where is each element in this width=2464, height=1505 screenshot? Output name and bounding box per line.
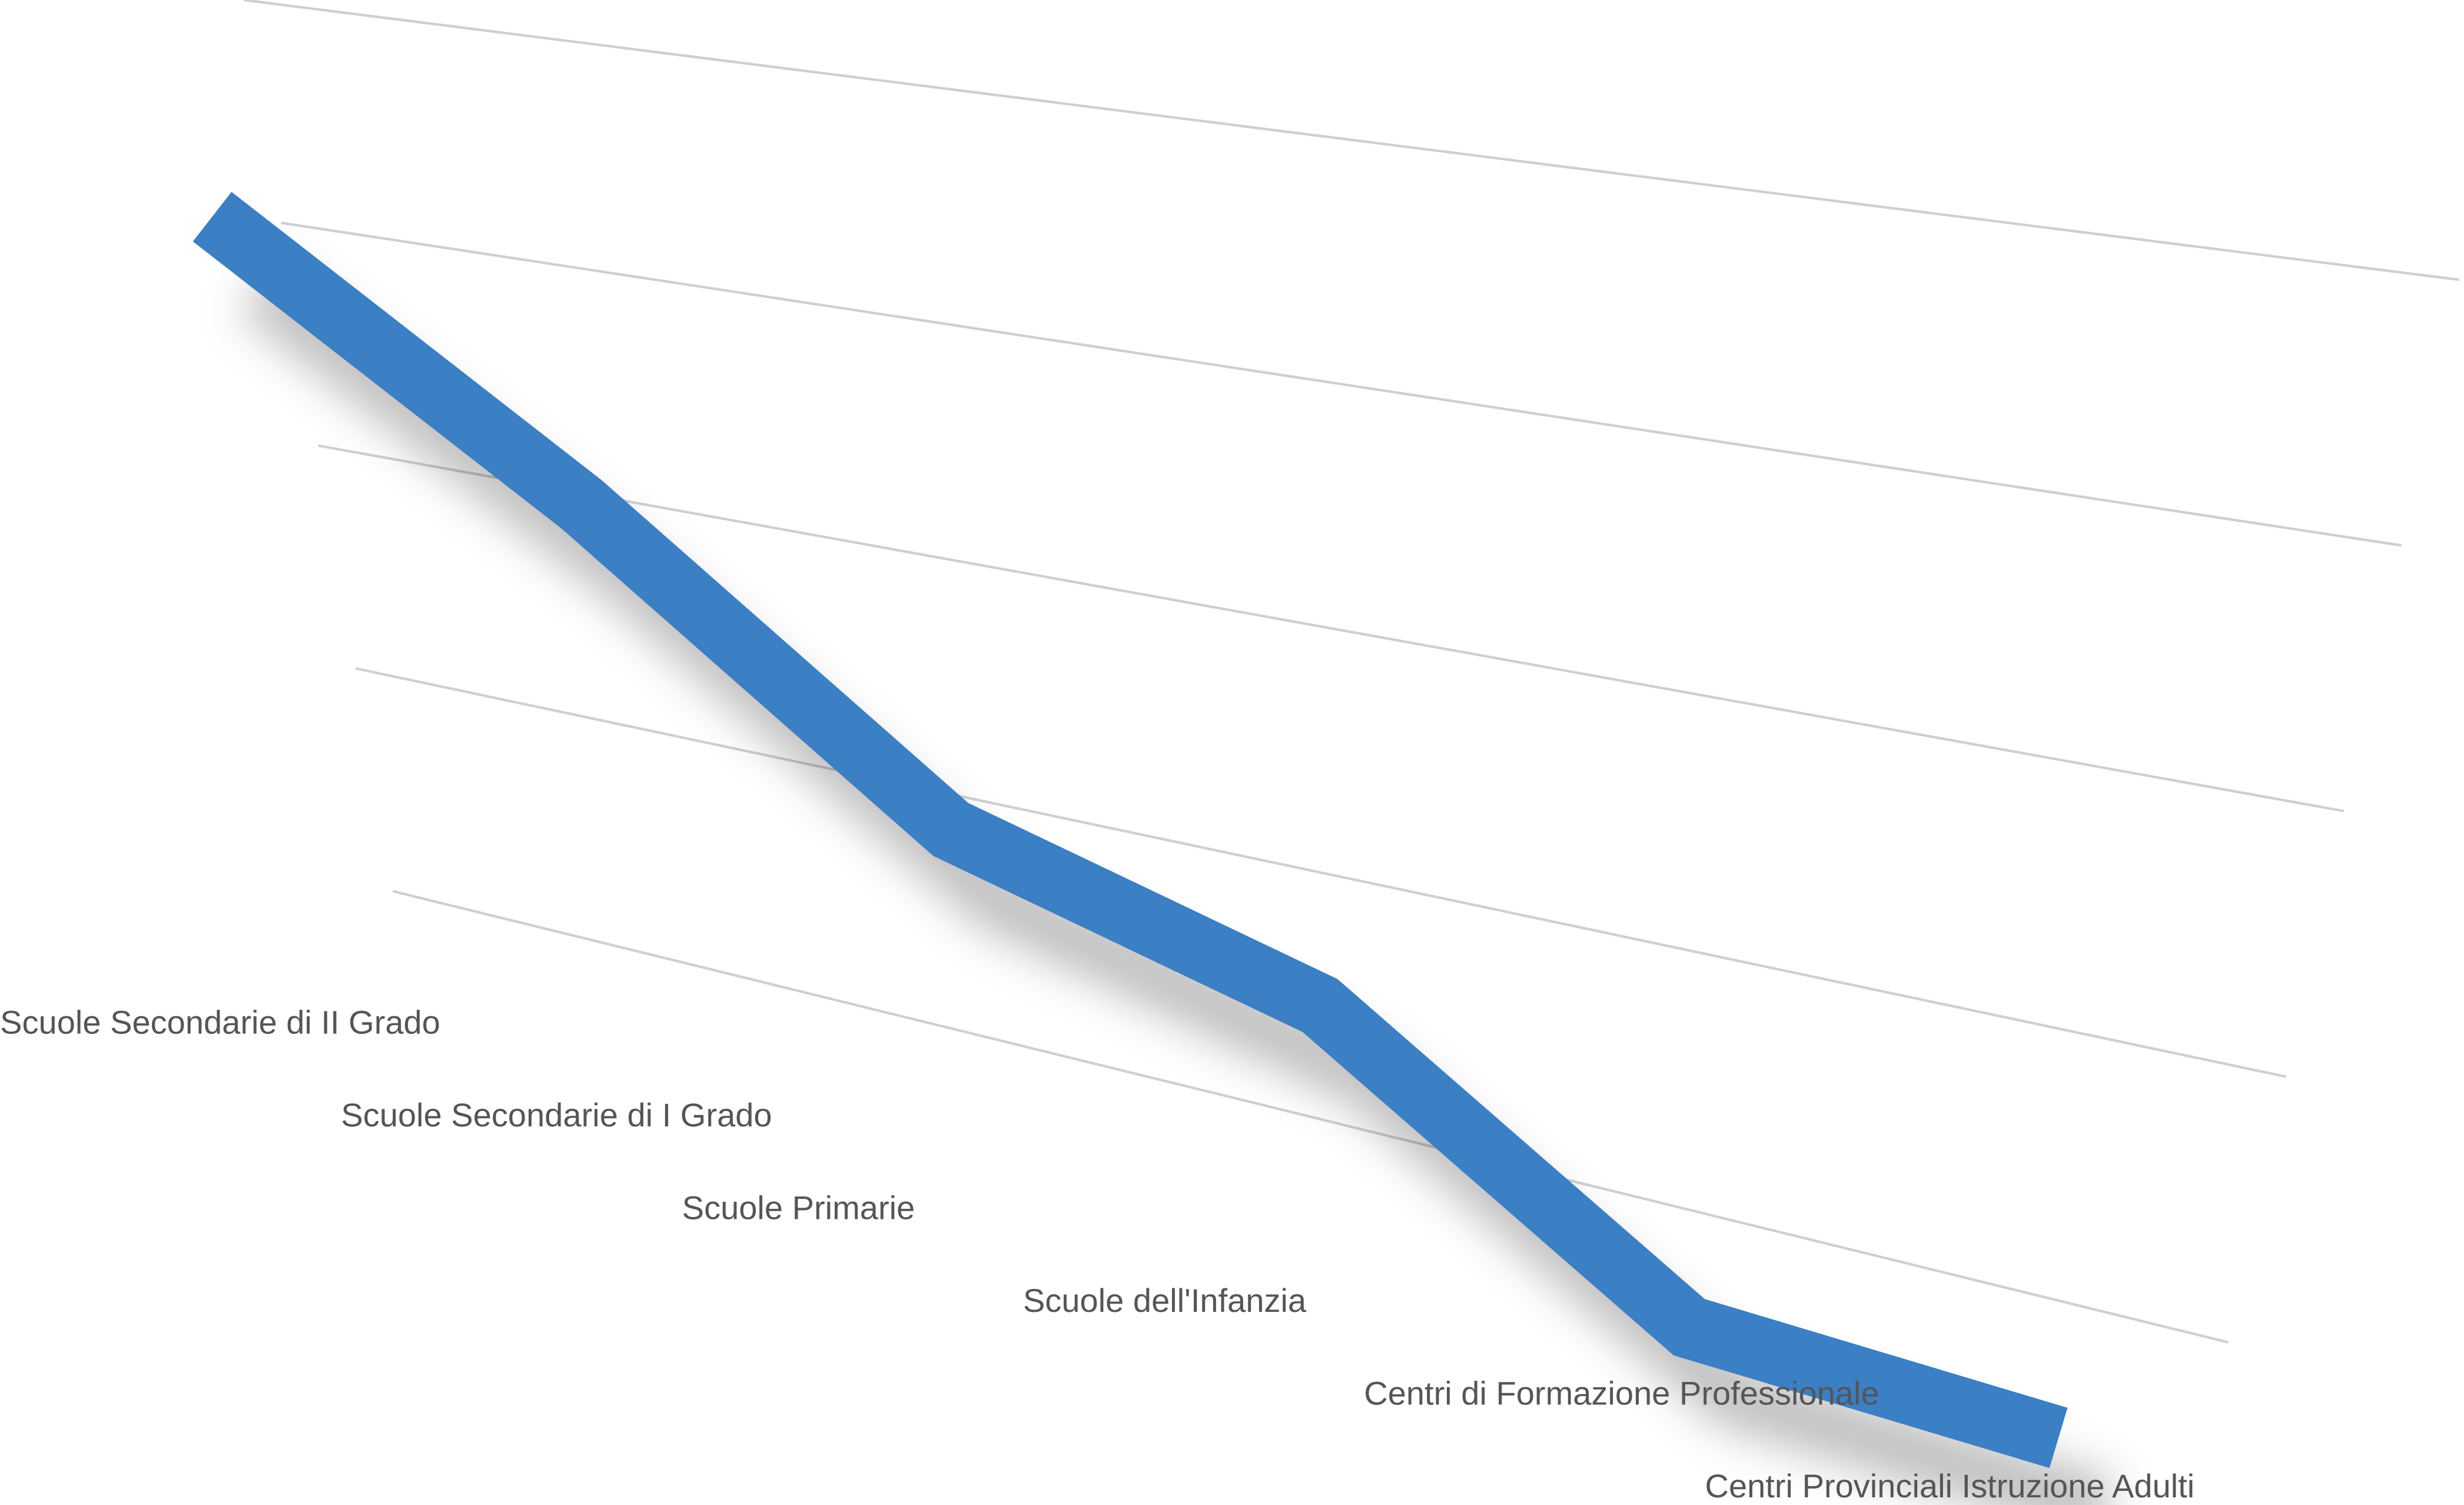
grid-line bbox=[318, 444, 2345, 813]
x-tick-label: Centri Provinciali Istruzione Adulti bbox=[1705, 1467, 2195, 1504]
grid-line bbox=[243, 0, 2460, 281]
line-ribbon bbox=[192, 191, 2068, 1468]
grid-line bbox=[280, 221, 2402, 547]
x-tick-label: Centri di Formazione Professionale bbox=[1364, 1374, 1879, 1411]
grid bbox=[243, 0, 2460, 1344]
plot bbox=[192, 191, 2115, 1505]
x-tick-label: Scuole Secondarie di II Grado bbox=[0, 1003, 440, 1040]
grid-line bbox=[393, 890, 2229, 1344]
x-tick-label: Scuole dell'Infanzia bbox=[1023, 1282, 1307, 1319]
grid-line bbox=[355, 667, 2286, 1078]
labels: Scuole Secondarie di II Grado Scuole Seco… bbox=[0, 1003, 2194, 1504]
x-tick-label: Scuole Secondarie di I Grado bbox=[341, 1096, 772, 1133]
x-tick-label: Scuole Primarie bbox=[682, 1189, 915, 1226]
